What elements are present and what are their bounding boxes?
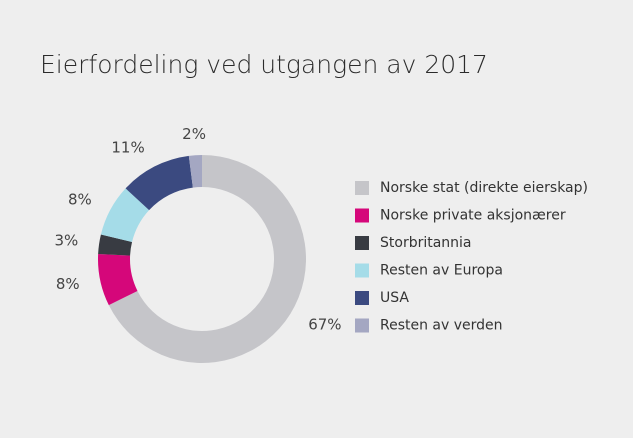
legend-label: Resten av verden (380, 318, 503, 334)
value-label: 8% (68, 190, 92, 208)
legend-label: USA (380, 290, 409, 306)
legend-label: Norske private aksjonærer (380, 208, 566, 224)
donut-slice (100, 188, 150, 243)
value-label: 2% (182, 125, 206, 143)
donut-slice (108, 155, 306, 363)
legend-label: Resten av Europa (380, 263, 503, 279)
donut-slice (188, 155, 202, 188)
legend-swatch (355, 181, 369, 195)
donut-slice (98, 234, 133, 256)
value-label: 67% (308, 315, 341, 333)
value-label: 8% (56, 275, 80, 293)
legend-swatch (355, 263, 369, 278)
value-label: 3% (54, 232, 78, 250)
donut-slice (125, 155, 193, 211)
chart-title: Eierfordeling ved utgangen av 2017 (40, 50, 488, 79)
legend-swatch (355, 236, 369, 250)
value-label: 11% (111, 138, 144, 156)
legend-label: Storbritannia (380, 235, 472, 251)
legend-label: Norske stat (direkte eierskap) (380, 180, 588, 196)
legend-swatch (355, 291, 369, 305)
legend-swatch (355, 208, 369, 223)
legend-swatch (355, 318, 369, 333)
donut-slice (98, 254, 138, 306)
